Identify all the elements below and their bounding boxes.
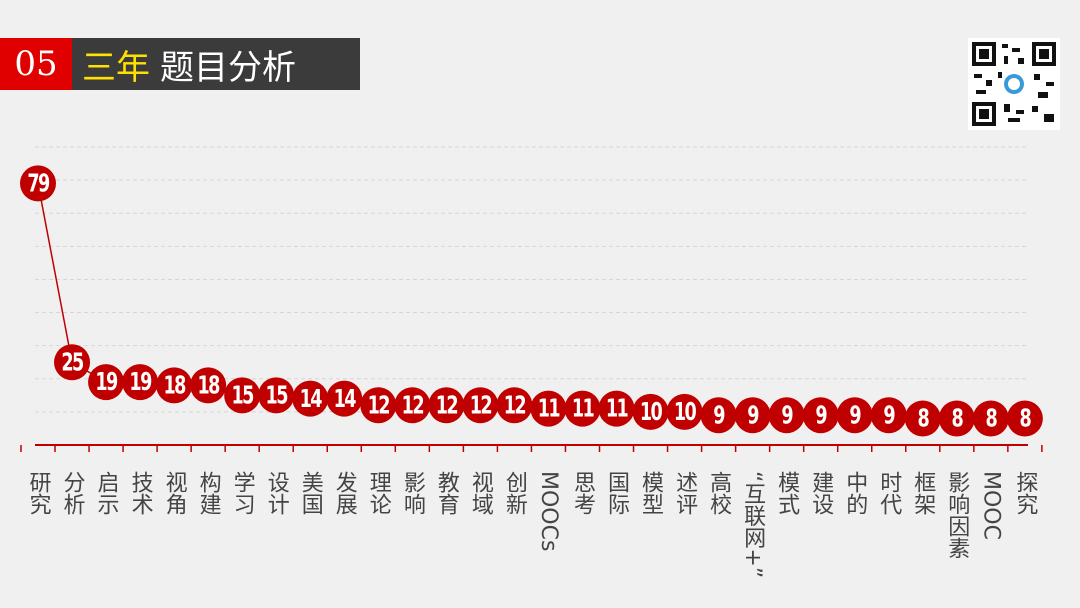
data-point (462, 387, 499, 424)
x-tick-label: 视角 (162, 471, 188, 515)
data-point (428, 387, 465, 424)
data-point (496, 387, 533, 424)
value-label: 12 (470, 391, 492, 420)
data-point (122, 364, 159, 401)
x-tick-label: 教育 (434, 471, 460, 515)
x-tick-label: 研究 (26, 471, 52, 515)
data-point (190, 367, 227, 404)
value-label: 15 (232, 381, 254, 410)
value-label: 19 (95, 368, 117, 397)
data-point (156, 367, 193, 404)
data-point (224, 377, 261, 414)
x-tick-label: 中的 (842, 471, 867, 515)
value-label: 9 (849, 401, 860, 430)
data-point (360, 387, 397, 424)
value-label: 14 (334, 385, 357, 414)
x-tick-label: 分析 (60, 471, 86, 515)
value-label: 18 (163, 371, 185, 400)
x-tick-label: 构建 (196, 471, 222, 515)
value-label: 10 (674, 398, 697, 427)
value-label: 9 (747, 401, 758, 430)
data-point (1006, 400, 1043, 437)
data-point (666, 393, 703, 430)
x-tick-label: 理论 (366, 471, 392, 515)
value-label: 18 (198, 371, 220, 400)
value-label: 8 (1020, 405, 1031, 434)
x-tick-label: 建设 (808, 471, 834, 515)
value-label: 8 (986, 405, 997, 434)
x-tick-label: “互联网+” (740, 471, 766, 578)
x-tick-label: 美国 (298, 471, 324, 515)
x-tick-label: 时代 (876, 471, 902, 515)
data-point (394, 387, 431, 424)
title-text: 题目分析 (160, 47, 296, 88)
value-label: 12 (368, 391, 390, 420)
x-tick-label: 模式 (774, 471, 800, 515)
data-point (802, 397, 839, 434)
data-point (88, 364, 125, 401)
value-label: 12 (504, 391, 526, 420)
data-point (632, 393, 669, 430)
x-tick-label: 启示 (94, 471, 120, 515)
data-point (734, 397, 771, 434)
value-label: 10 (640, 398, 663, 427)
title-highlight: 三年 (82, 47, 150, 88)
data-point (700, 397, 737, 434)
data-point (904, 400, 941, 437)
x-tick-label: 影响 (400, 471, 425, 515)
x-tick-label: 学习 (230, 471, 255, 515)
value-label: 11 (606, 395, 628, 424)
value-label: 9 (781, 401, 792, 430)
x-tick-label: 高校 (706, 471, 732, 515)
value-label: 9 (713, 401, 724, 430)
x-tick-label: 模型 (638, 471, 664, 515)
value-label: 11 (538, 395, 560, 424)
data-point (326, 380, 363, 417)
data-point (938, 400, 975, 437)
qr-code (968, 38, 1060, 130)
value-label: 12 (436, 391, 458, 420)
x-tick-label: 设计 (264, 471, 290, 515)
data-point (530, 390, 567, 427)
value-label: 12 (402, 391, 424, 420)
data-point (292, 380, 329, 417)
x-tick-label: 发展 (332, 471, 358, 515)
x-tick-label: 述评 (672, 471, 698, 515)
x-tick-label: 探究 (1012, 471, 1038, 515)
x-tick-label: MOOCs (536, 471, 561, 551)
value-label: 9 (815, 401, 826, 430)
x-tick-label: 思考 (570, 471, 596, 515)
section-number: 05 (0, 38, 72, 90)
value-label: 79 (27, 169, 49, 198)
data-point (972, 400, 1009, 437)
data-point (768, 397, 805, 434)
value-label: 9 (883, 401, 894, 430)
x-tick-label: 视域 (468, 471, 494, 515)
data-point (564, 390, 601, 427)
x-tick-label: 创新 (502, 471, 528, 515)
x-tick-label: 影响因素 (944, 471, 969, 559)
data-point (836, 397, 873, 434)
value-label: 8 (951, 405, 962, 434)
section-title: 三年 题目分析 (72, 38, 360, 90)
data-point (870, 397, 907, 434)
value-label: 14 (300, 385, 323, 414)
data-point (20, 165, 56, 202)
data-point (598, 390, 635, 427)
data-point (258, 377, 295, 414)
x-tick-label: 国际 (604, 471, 629, 515)
x-tick-label: 技术 (128, 471, 154, 515)
value-label: 25 (61, 348, 83, 377)
value-label: 8 (917, 405, 928, 434)
value-label: 11 (572, 395, 594, 424)
value-label: 19 (129, 368, 151, 397)
x-tick-label: MOOC (978, 471, 1003, 540)
data-point (54, 344, 91, 381)
x-tick-label: 框架 (910, 471, 936, 515)
value-label: 15 (266, 381, 288, 410)
